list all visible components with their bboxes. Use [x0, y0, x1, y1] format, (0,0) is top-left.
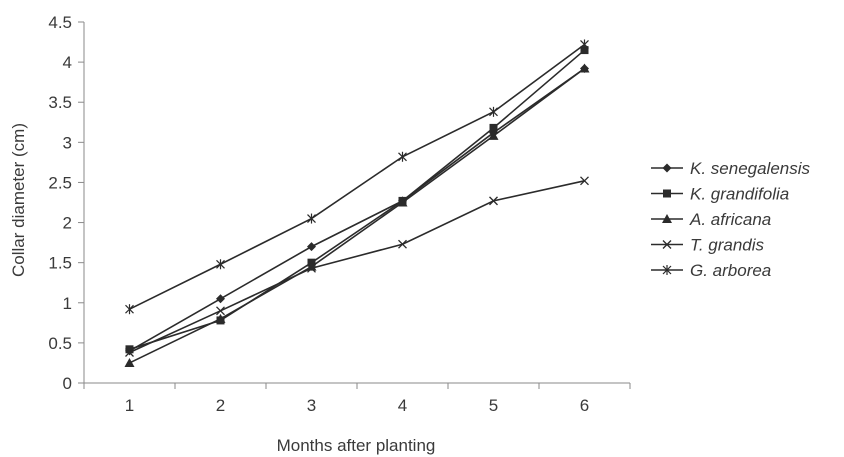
- data-point-t-grandis: [489, 196, 498, 206]
- series-k-senegalensis: [125, 64, 589, 356]
- series-line-g-arborea: [129, 43, 585, 310]
- legend-marker: [663, 189, 671, 198]
- legend-marker: [662, 214, 672, 223]
- series-line-a-africana: [129, 67, 585, 364]
- legend-item-g-arborea: G. arborea: [651, 261, 771, 280]
- legend-item-t-grandis: T. grandis: [651, 236, 765, 255]
- legend-marker: [662, 240, 672, 249]
- data-point-t-grandis: [580, 176, 589, 186]
- data-point-g-arborea: [216, 259, 225, 270]
- data-point-t-grandis: [216, 306, 225, 316]
- y-tick-label: 1.5: [48, 254, 72, 273]
- data-point-g-arborea: [125, 304, 134, 315]
- legend-label: G. arborea: [690, 261, 771, 280]
- x-tick-label: 1: [125, 396, 134, 415]
- data-point-k-grandifolia: [580, 46, 589, 55]
- legend-item-k-senegalensis: K. senegalensis: [651, 159, 811, 178]
- data-point-a-africana: [215, 313, 226, 323]
- legend-marker: [662, 265, 672, 275]
- data-point-t-grandis: [125, 348, 134, 357]
- y-tick-label: 3: [63, 133, 72, 152]
- data-point-g-arborea: [580, 39, 589, 50]
- y-tick-label: 1: [63, 294, 72, 313]
- data-point-g-arborea: [489, 106, 498, 117]
- series-line-t-grandis: [129, 180, 585, 354]
- legend-item-a-africana: A. africana: [651, 210, 771, 229]
- y-axis-title: Collar diameter (cm): [9, 123, 28, 277]
- legend-label: K. senegalensis: [690, 159, 811, 178]
- legend-item-k-grandifolia: K. grandifolia: [651, 185, 789, 204]
- x-tick-label: 2: [216, 396, 225, 415]
- y-tick-label: 0: [63, 374, 72, 393]
- legend-marker: [662, 163, 672, 173]
- legend-label: T. grandis: [690, 236, 765, 255]
- series-a-africana: [124, 63, 590, 367]
- series-t-grandis: [125, 176, 589, 357]
- y-tick-label: 4.5: [48, 13, 72, 32]
- x-tick-label: 4: [398, 396, 407, 415]
- data-point-g-arborea: [307, 213, 316, 224]
- y-tick-label: 2: [63, 214, 72, 233]
- data-point-a-africana: [397, 197, 408, 207]
- y-tick-label: 0.5: [48, 334, 72, 353]
- data-point-g-arborea: [398, 151, 407, 162]
- legend-label: A. africana: [689, 210, 771, 229]
- data-point-k-senegalensis: [307, 242, 316, 252]
- data-point-k-grandifolia: [125, 345, 134, 354]
- data-point-a-africana: [488, 130, 499, 140]
- data-point-t-grandis: [398, 239, 407, 249]
- x-tick-label: 6: [580, 396, 589, 415]
- data-point-k-senegalensis: [216, 294, 225, 304]
- series-lines: [124, 39, 590, 367]
- y-tick-label: 3.5: [48, 93, 72, 112]
- x-tick-label: 5: [489, 396, 498, 415]
- x-axis-ticks: 1 2 3 4 5 6: [83, 383, 631, 415]
- chart-axes: [83, 22, 630, 384]
- series-line-k-senegalensis: [129, 67, 585, 352]
- data-point-a-africana: [124, 357, 135, 367]
- series-g-arborea: [125, 39, 589, 315]
- y-tick-label: 2.5: [48, 173, 72, 192]
- data-point-a-africana: [579, 63, 590, 73]
- legend-label: K. grandifolia: [690, 185, 789, 204]
- x-axis-title: Months after planting: [277, 436, 436, 455]
- y-tick-label: 4: [63, 53, 72, 72]
- legend: K. senegalensis K. grandifolia A. africana…: [651, 159, 811, 280]
- series-line-k-grandifolia: [129, 49, 586, 351]
- y-axis-ticks: 0 0.5 1 1.5 2 2.5 3 3.5 4 4.5: [48, 13, 84, 393]
- data-point-k-grandifolia: [489, 123, 498, 132]
- x-tick-label: 3: [307, 396, 316, 415]
- data-point-t-grandis: [307, 263, 316, 273]
